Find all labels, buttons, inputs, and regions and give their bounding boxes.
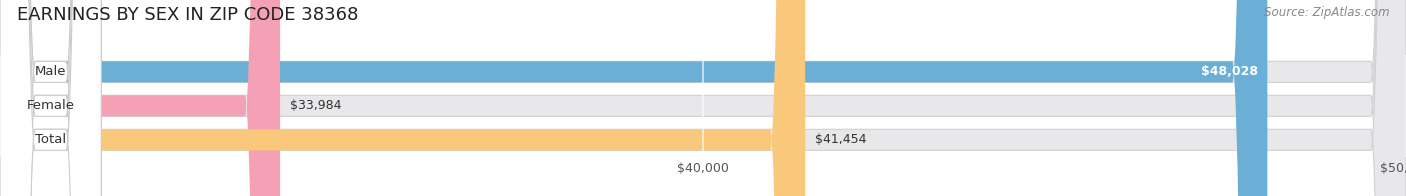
Text: $48,028: $48,028 [1201,65,1257,78]
FancyBboxPatch shape [0,0,101,196]
Text: Female: Female [27,99,75,112]
FancyBboxPatch shape [0,0,280,196]
FancyBboxPatch shape [0,0,806,196]
FancyBboxPatch shape [0,0,101,196]
Text: Total: Total [35,133,66,146]
Text: $41,454: $41,454 [815,133,866,146]
FancyBboxPatch shape [0,0,1267,196]
Text: Male: Male [35,65,66,78]
Text: Source: ZipAtlas.com: Source: ZipAtlas.com [1264,6,1389,19]
FancyBboxPatch shape [0,0,101,196]
Text: EARNINGS BY SEX IN ZIP CODE 38368: EARNINGS BY SEX IN ZIP CODE 38368 [17,6,359,24]
Text: $33,984: $33,984 [290,99,342,112]
